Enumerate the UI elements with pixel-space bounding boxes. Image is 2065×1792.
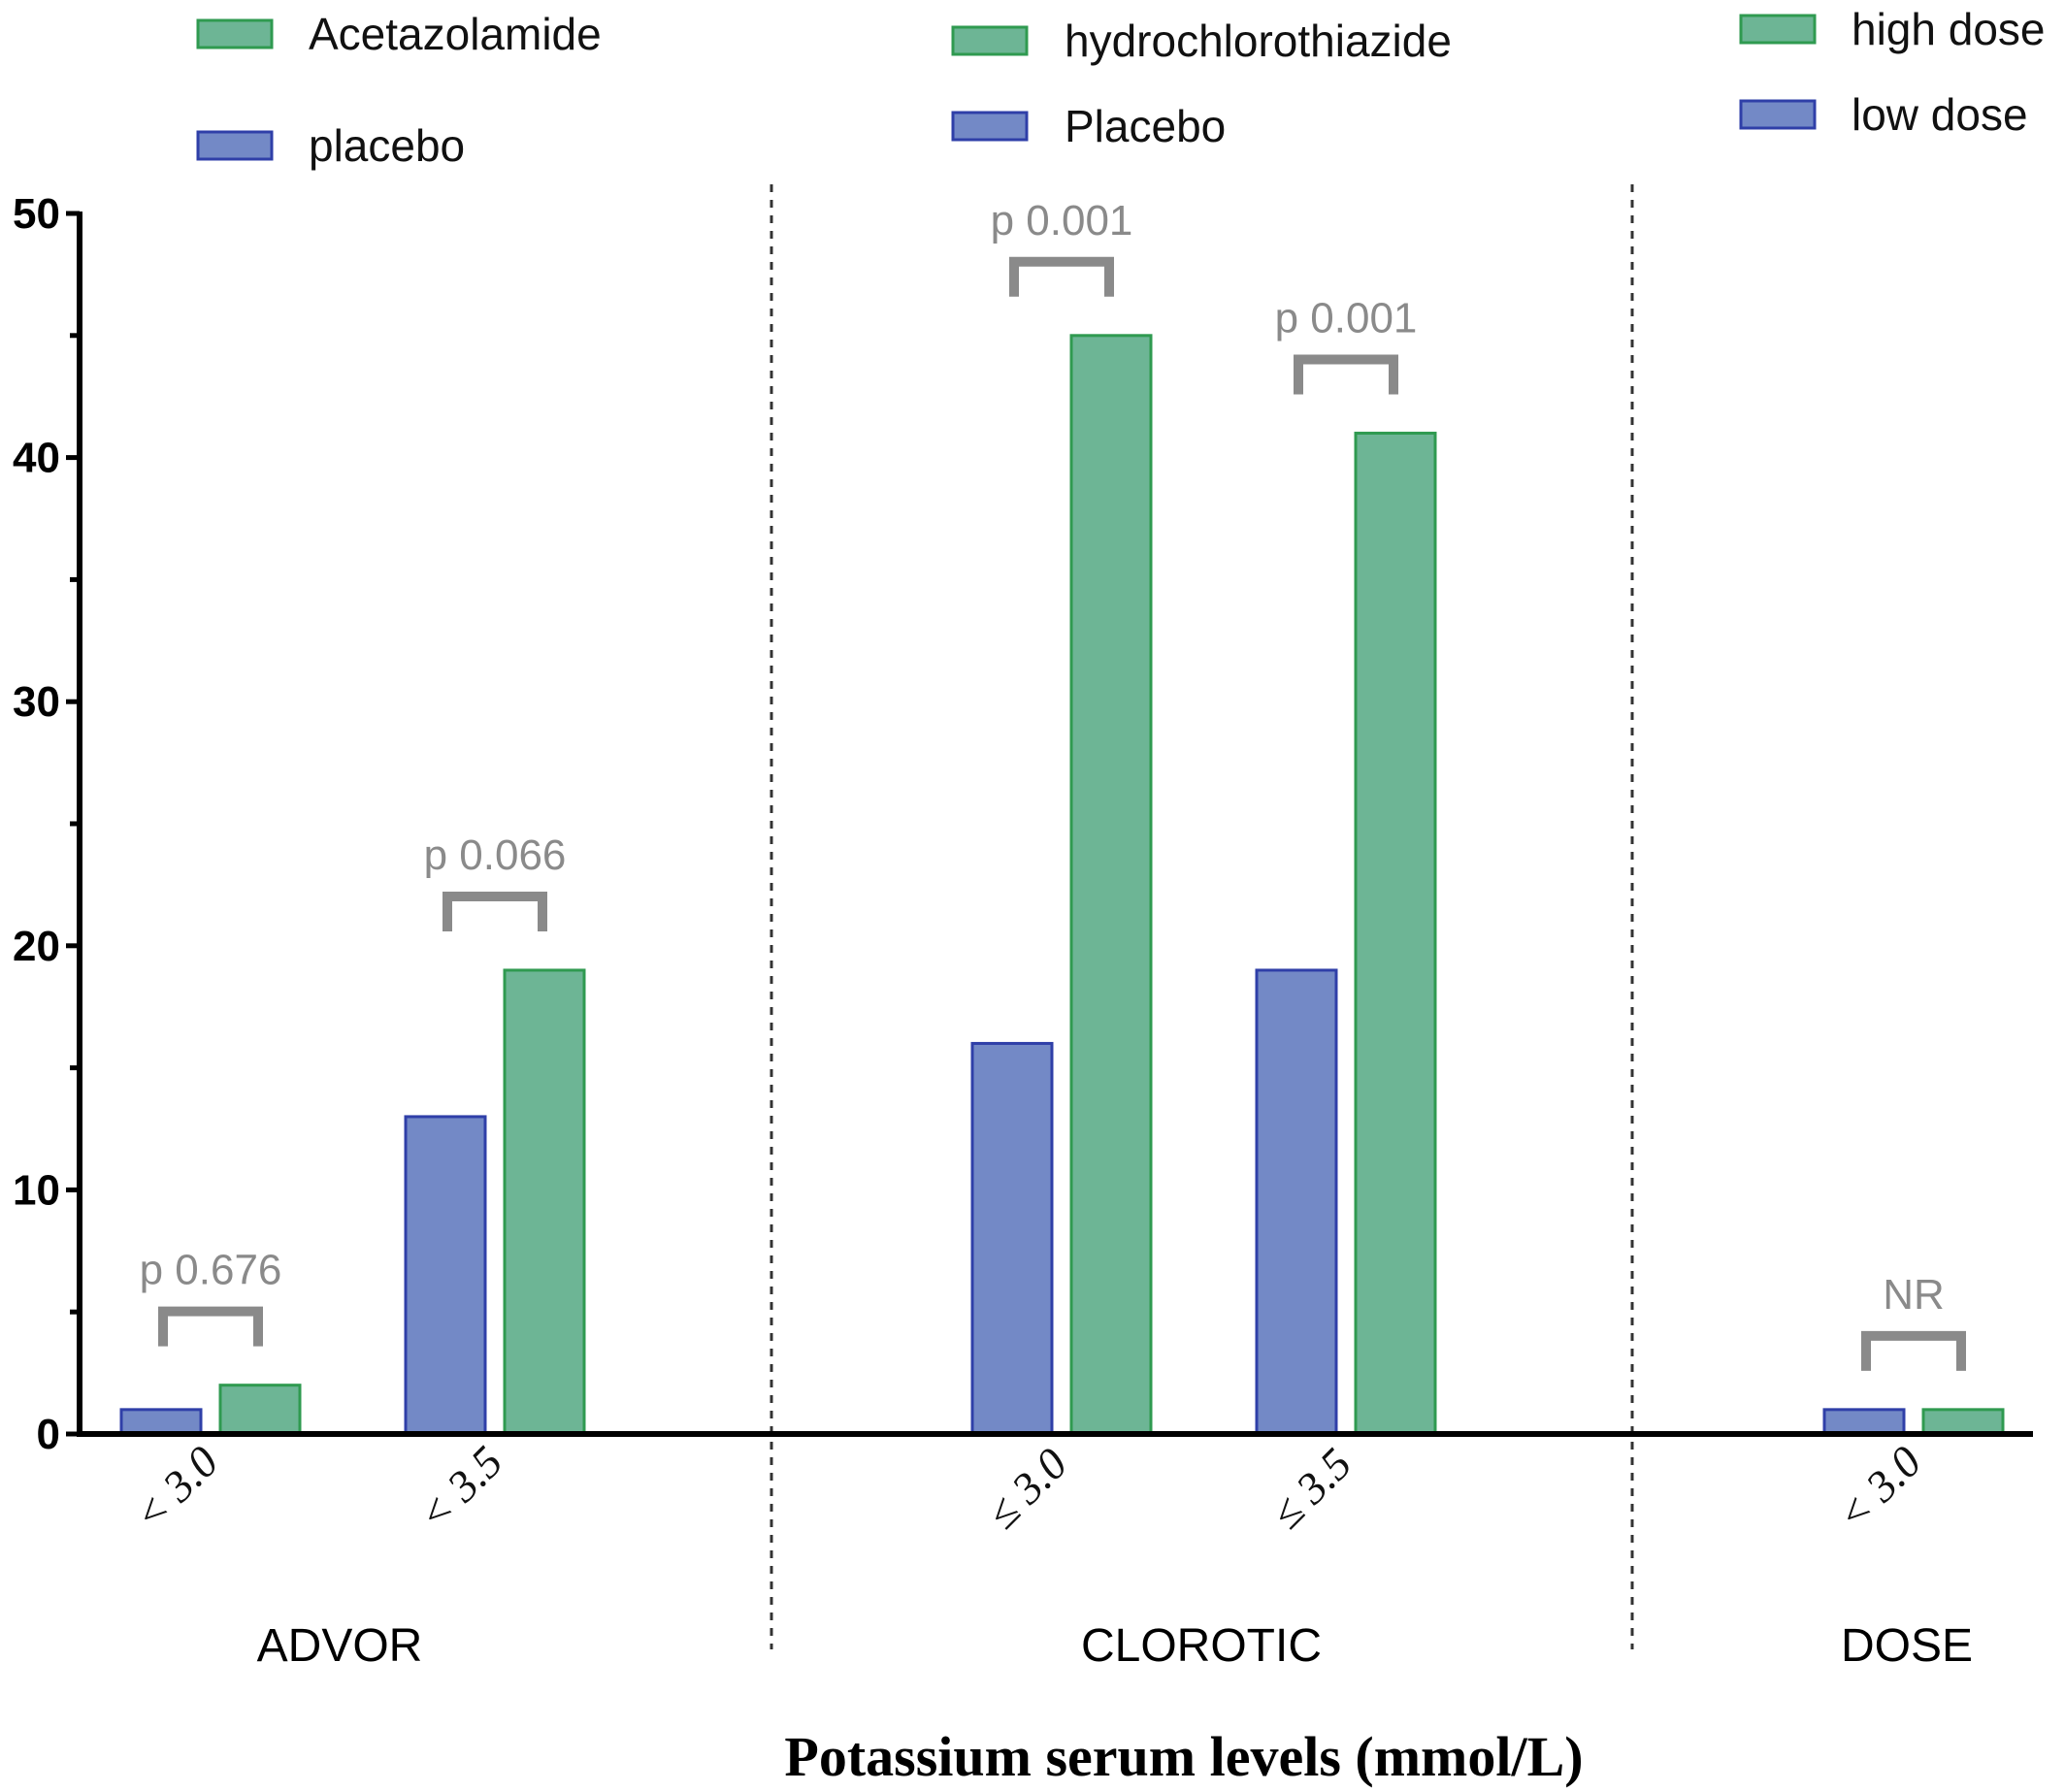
significance-bracket: [1861, 1330, 1966, 1371]
group-label-clorotic: CLOROTIC: [1081, 1620, 1322, 1672]
category-label: < 3.0: [1827, 1437, 1931, 1541]
x-axis-title: Potassium serum levels (mmol/L): [784, 1725, 1583, 1788]
y-tick-label: 20: [13, 923, 60, 970]
bar-green: [1921, 1408, 2005, 1436]
category-label: < 3.0: [124, 1437, 228, 1541]
p-value-label: p 0.676: [140, 1247, 282, 1294]
legend-label: high dose: [1852, 4, 2046, 54]
legend-swatch-green: [951, 25, 1029, 56]
y-tick-label: 10: [13, 1166, 60, 1214]
legend-swatch-green: [1739, 14, 1817, 45]
group-separators: [770, 184, 1634, 1649]
legend-label: low dose: [1852, 89, 2028, 140]
category-label: ≤ 3.0: [977, 1439, 1077, 1539]
legend-label: Placebo: [1065, 101, 1226, 151]
y-tick-label: 30: [13, 678, 60, 726]
group-labels: ADVOR CLOROTIC DOSE: [257, 1620, 1973, 1672]
significance-brackets: p 0.676 p 0.066 p 0.001 p 0.001 NR: [140, 197, 1966, 1371]
p-value-label: p 0.066: [424, 831, 567, 879]
category-label: < 3.5: [409, 1437, 512, 1541]
significance-bracket: [158, 1306, 263, 1347]
y-tick-label: 50: [13, 190, 60, 238]
significance-bracket: [1294, 354, 1398, 395]
legend-swatch-blue: [951, 111, 1029, 142]
bar-blue: [1255, 968, 1338, 1436]
axes: 0 10 20 30 40 50: [13, 190, 2033, 1458]
y-tick-label: 0: [37, 1411, 60, 1458]
legends: Acetazolamide placebo hydrochlorothiazide P…: [196, 4, 2046, 171]
significance-bracket: [1009, 256, 1114, 297]
legend-swatch-green: [196, 18, 274, 49]
bar-blue: [970, 1041, 1054, 1436]
category-label: ≤ 3.5: [1262, 1439, 1361, 1539]
bar-blue: [119, 1408, 203, 1436]
bar-green: [1069, 334, 1153, 1436]
group-label-advor: ADVOR: [257, 1620, 423, 1672]
bar-green: [503, 968, 586, 1436]
bars: [119, 334, 2005, 1436]
bar-green: [1354, 431, 1437, 1436]
legend-swatch-blue: [196, 130, 274, 161]
bar-green: [218, 1384, 302, 1436]
p-value-label: p 0.001: [1275, 294, 1418, 342]
significance-bracket: [442, 891, 547, 931]
group-label-dose: DOSE: [1841, 1620, 1973, 1672]
p-value-label: p 0.001: [991, 197, 1133, 244]
bar-blue: [1822, 1408, 1906, 1436]
bar-blue: [404, 1115, 487, 1436]
category-labels: < 3.0 < 3.5 ≤ 3.0 ≤ 3.5 < 3.0: [124, 1437, 1931, 1541]
p-value-label: NR: [1883, 1271, 1945, 1319]
y-tick-label: 40: [13, 435, 60, 482]
legend-label: hydrochlorothiazide: [1065, 16, 1452, 66]
legend-swatch-blue: [1739, 99, 1817, 130]
legend-label: placebo: [309, 120, 465, 171]
legend-label: Acetazolamide: [309, 9, 602, 59]
